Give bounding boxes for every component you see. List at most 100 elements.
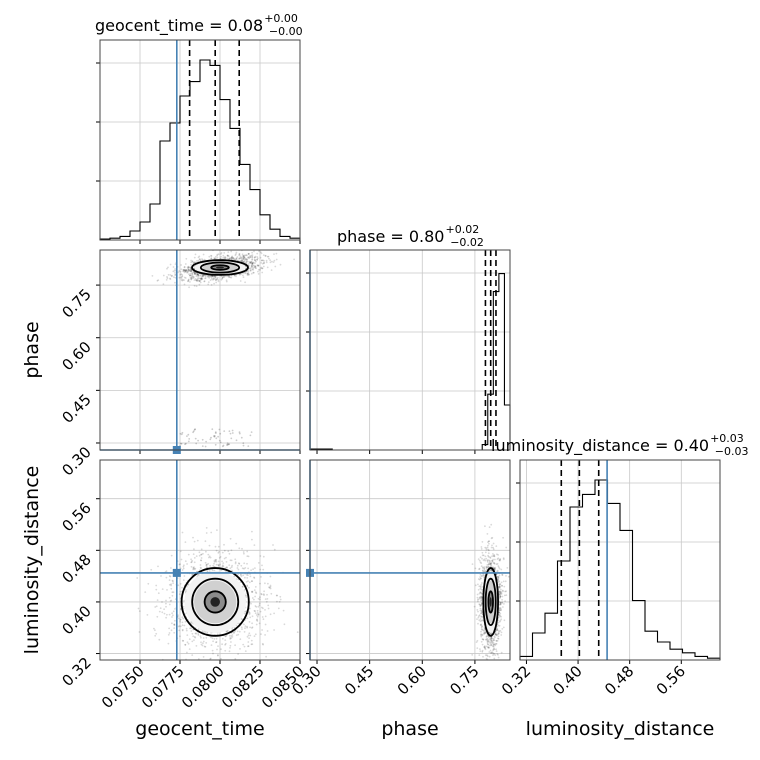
sample-point	[252, 268, 255, 271]
sample-point	[251, 590, 253, 593]
sample-point	[171, 612, 174, 615]
sample-point	[498, 611, 501, 614]
sample-point	[172, 591, 175, 594]
sample-point	[476, 618, 478, 620]
sample-point	[210, 276, 213, 279]
sample-point	[224, 642, 227, 645]
sample-point	[249, 268, 252, 270]
sample-point	[486, 637, 489, 640]
sample-point	[166, 267, 168, 270]
sample-point	[230, 641, 232, 643]
sample-point	[253, 264, 255, 267]
sample-point	[476, 593, 479, 596]
sample-point	[218, 439, 221, 442]
sample-point	[192, 628, 194, 631]
sample-point	[251, 268, 254, 271]
sample-point	[168, 583, 171, 586]
sample-point	[205, 440, 208, 443]
sample-point	[249, 269, 252, 272]
sample-point	[239, 257, 242, 259]
sample-point	[137, 607, 140, 610]
sample-point	[215, 281, 218, 284]
sample-point	[188, 268, 191, 271]
sample-point	[174, 272, 176, 274]
sample-point	[207, 553, 210, 556]
sample-point	[496, 628, 498, 631]
sample-point	[482, 655, 484, 658]
sample-point	[190, 261, 193, 264]
sample-point	[247, 253, 250, 255]
sample-point	[487, 555, 490, 558]
sample-point	[229, 567, 232, 570]
sample-point	[497, 576, 500, 579]
sample-point	[220, 569, 223, 571]
sample-point	[252, 261, 255, 264]
sample-point	[165, 602, 167, 605]
sample-point	[264, 634, 266, 636]
sample-point	[189, 274, 192, 277]
sample-point	[237, 653, 240, 655]
sample-point	[247, 555, 250, 558]
sample-point	[250, 265, 253, 268]
sample-point	[202, 642, 204, 645]
sample-point	[214, 431, 217, 433]
sample-point	[476, 609, 479, 611]
sample-point	[246, 260, 249, 263]
sample-point	[209, 556, 212, 559]
sample-point	[496, 558, 499, 560]
sample-point	[190, 277, 193, 279]
sample-point	[255, 623, 258, 626]
sample-point	[189, 621, 192, 624]
sample-point	[191, 559, 194, 562]
sample-point	[233, 632, 235, 634]
tick-label-luminosity_distance: 0.32	[498, 662, 534, 698]
sample-point	[232, 257, 235, 260]
sample-point	[250, 272, 253, 275]
sample-point	[236, 567, 239, 569]
sample-point	[234, 561, 237, 564]
sample-point	[502, 626, 505, 629]
sample-point	[217, 279, 220, 281]
sample-point	[275, 594, 278, 597]
sample-point	[493, 562, 496, 565]
sample-point	[260, 593, 263, 596]
sample-point	[489, 644, 491, 647]
sample-point	[166, 613, 168, 616]
sample-point	[215, 278, 218, 281]
sample-point	[505, 546, 508, 549]
sample-point	[250, 264, 253, 267]
sample-point	[488, 651, 491, 653]
sample-point	[177, 625, 180, 628]
sample-point	[248, 273, 251, 276]
sample-point	[154, 629, 156, 632]
sample-point	[477, 588, 480, 591]
sample-point	[182, 279, 184, 281]
sample-point	[215, 637, 218, 640]
sample-point	[265, 600, 268, 603]
sample-point	[216, 648, 218, 651]
sample-point	[230, 256, 233, 259]
sample-point	[491, 637, 494, 640]
grid-2-2: 0.32 0.40 0.48 0.56	[498, 460, 720, 698]
sample-point	[201, 275, 204, 277]
sample-point	[213, 559, 216, 562]
sample-point	[154, 634, 157, 637]
sample-point	[191, 260, 194, 263]
sample-point	[223, 276, 226, 279]
sample-point	[261, 267, 264, 270]
sample-point	[486, 642, 489, 644]
sample-point	[240, 575, 243, 578]
sample-point	[213, 257, 216, 259]
sample-point	[241, 628, 243, 630]
sample-point	[238, 253, 241, 255]
sample-point	[224, 643, 227, 646]
sample-point	[216, 256, 219, 259]
sample-point	[201, 258, 203, 260]
sample-point	[255, 619, 258, 622]
sample-point	[242, 574, 245, 577]
sample-point	[187, 440, 190, 443]
sample-point	[187, 280, 189, 283]
sample-point	[190, 269, 193, 271]
sample-point	[261, 259, 263, 262]
sample-point	[190, 561, 193, 563]
